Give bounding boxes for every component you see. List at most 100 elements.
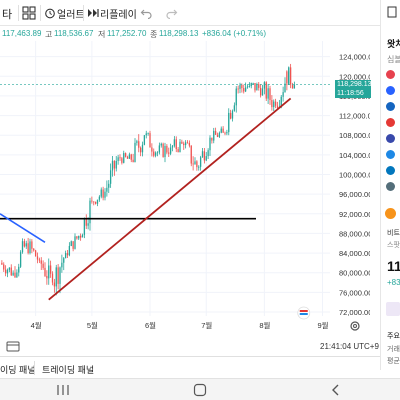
candle-body	[228, 112, 230, 133]
candle-body	[93, 201, 95, 203]
toolbar-separator	[83, 5, 84, 21]
candle-body	[286, 71, 288, 84]
candle-body	[241, 84, 243, 89]
candle-body	[64, 253, 67, 259]
symbol-avatar[interactable]	[386, 70, 395, 79]
candle-body	[218, 132, 221, 137]
symbol-column: 심볼	[387, 55, 400, 64]
candle-body	[128, 154, 131, 159]
alert-button[interactable]: 얼러트	[44, 0, 85, 26]
symbol-avatar[interactable]	[386, 182, 395, 191]
candle-body	[1, 262, 3, 265]
price-axis-label: 104,000.00	[339, 151, 370, 160]
low-value: 117,252.70	[107, 29, 147, 38]
candle-body	[291, 84, 294, 89]
candle-body	[216, 134, 219, 137]
ascending-trendline	[48, 97, 292, 301]
candle-body	[252, 82, 254, 84]
lightning-icon[interactable]	[386, 302, 400, 316]
candle-body	[284, 83, 286, 93]
chart-toolbar: 타 얼러트 리플레이	[0, 0, 380, 26]
toolbar-item-partial[interactable]: 타	[2, 9, 13, 21]
candle-body	[154, 152, 157, 156]
candle-body	[134, 142, 136, 163]
chart-clock[interactable]: 21:41:04 UTC+9	[320, 342, 379, 351]
candle-body	[100, 189, 102, 197]
candle-body	[78, 235, 80, 239]
symbol-change: +83	[387, 278, 400, 287]
candle-body	[8, 267, 11, 270]
home-icon[interactable]	[193, 383, 207, 397]
candle-body	[117, 157, 119, 161]
candle-body	[104, 191, 106, 198]
candle-body	[237, 88, 239, 90]
gear-icon[interactable]	[349, 320, 361, 332]
candle-body	[276, 105, 279, 109]
symbol-avatar[interactable]	[386, 150, 395, 159]
tab-trading-panel[interactable]: 트레이딩 패널	[42, 365, 95, 375]
system-navigation-bar	[0, 378, 400, 400]
time-axis: 4월 5월 6월 7월 8월 9월	[31, 320, 329, 330]
candle-body	[33, 248, 35, 251]
symbol-avatar[interactable]	[386, 134, 395, 143]
candle-body	[211, 137, 213, 141]
candle-body	[207, 150, 209, 157]
watchlist-panel: 왓치 심볼 비트코 스팟 11 +83 주요 거래 평균	[380, 0, 400, 370]
price-axis-label: 72,000.00	[339, 308, 370, 317]
candle-body	[177, 149, 179, 153]
toolbar-separator	[18, 5, 19, 21]
recent-apps-icon[interactable]	[56, 384, 70, 396]
chart-drawings	[0, 84, 330, 320]
replay-button[interactable]: 리플레이	[87, 0, 137, 26]
candle-body	[259, 87, 262, 96]
candle-body	[224, 132, 226, 134]
candle-body	[139, 147, 142, 153]
price-axis-label: 96,000.00	[339, 190, 370, 199]
symbol-avatar[interactable]	[386, 166, 395, 175]
candle-body	[12, 272, 14, 276]
symbol-avatar[interactable]	[386, 102, 395, 111]
candle-body	[44, 267, 46, 276]
candle-body	[145, 133, 147, 136]
candle-body	[113, 160, 116, 169]
avg-label: 평균	[387, 358, 400, 365]
back-icon[interactable]	[330, 384, 342, 396]
price-axis-label: 128,000.00	[339, 41, 370, 42]
price-chart[interactable]: 128,000.00124,000.00120,000.00116,000.00…	[0, 41, 370, 341]
candle-body	[123, 153, 125, 163]
redo-icon[interactable]	[166, 7, 178, 19]
candle-body	[188, 142, 191, 146]
candle-body	[209, 137, 211, 151]
candle-body	[289, 67, 292, 85]
candle-body	[96, 199, 99, 204]
indicator-templates-icon[interactable]	[22, 6, 36, 20]
candle-body	[173, 139, 176, 146]
candle-body	[151, 147, 153, 152]
candle-body	[244, 87, 247, 92]
candle-body	[63, 258, 65, 263]
tab-trading-panel-partial[interactable]: 이딩 패널	[0, 365, 36, 375]
candle-body	[83, 218, 86, 235]
undo-icon[interactable]	[140, 7, 152, 19]
symbol-avatar[interactable]	[386, 86, 395, 95]
descending-trendline	[0, 213, 46, 243]
candle-body	[132, 159, 134, 163]
candle-body	[269, 88, 271, 101]
candle-body	[14, 272, 16, 278]
flag-stripe	[299, 310, 308, 312]
price-axis-label: 92,000.00	[339, 210, 370, 219]
candle-body	[57, 267, 59, 284]
replay-icon	[88, 9, 99, 17]
candle-body	[18, 266, 20, 273]
symbol-avatar[interactable]	[386, 118, 395, 127]
watchlist-icon[interactable]	[387, 6, 397, 18]
calendar-range-icon[interactable]	[6, 340, 20, 352]
candle-body	[51, 273, 54, 283]
time-axis-label: 9월	[318, 320, 329, 330]
candle-body	[201, 151, 204, 158]
candle-body	[98, 196, 101, 200]
bitcoin-icon	[385, 208, 396, 219]
alert-label: 얼러트	[57, 10, 85, 21]
candlestick-series	[1, 63, 296, 296]
candle-body	[220, 128, 222, 133]
